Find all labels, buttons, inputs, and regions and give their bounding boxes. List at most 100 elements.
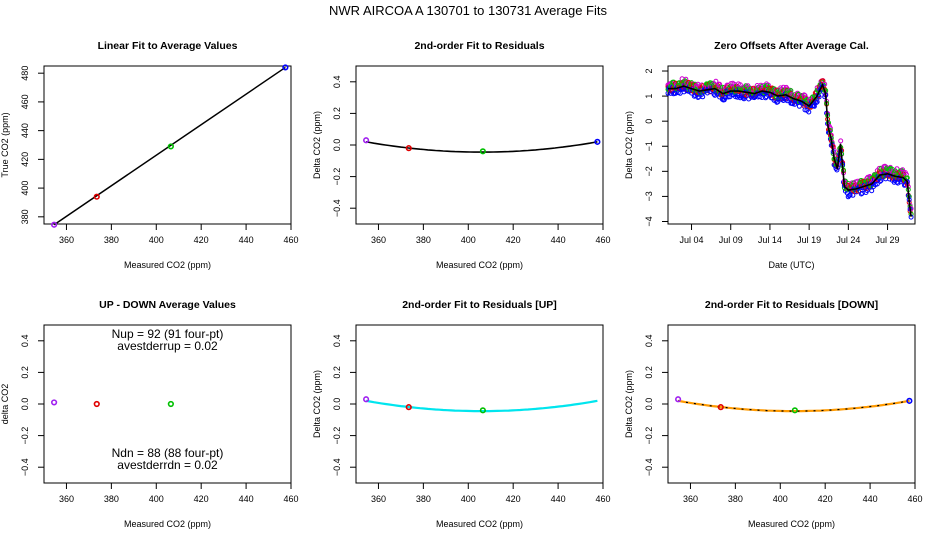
x-tick-label: 360 bbox=[59, 235, 74, 245]
offset-point-purple bbox=[900, 167, 906, 173]
y-tick-label: 0.0 bbox=[332, 139, 342, 152]
offset-point-blue bbox=[796, 103, 802, 109]
x-axis-label: Measured CO2 (ppm) bbox=[436, 519, 523, 529]
y-axis-label: Delta CO2 (ppm) bbox=[624, 111, 634, 179]
y-tick-label: −1 bbox=[644, 141, 654, 151]
x-tick-label: 360 bbox=[683, 494, 698, 504]
annotation-down-stderr: avestderrdn = 0.02 bbox=[117, 458, 218, 472]
x-tick-label: 420 bbox=[506, 235, 521, 245]
x-tick-label: 380 bbox=[104, 235, 119, 245]
plot-frame bbox=[667, 65, 916, 225]
y-tick-label: −0.4 bbox=[20, 458, 30, 476]
chart-title: 2nd-order Fit to Residuals [DOWN] bbox=[705, 299, 878, 311]
offset-point-blue bbox=[814, 99, 820, 105]
data-point-red bbox=[405, 404, 412, 411]
y-tick-label: −0.2 bbox=[332, 168, 342, 186]
data-point-green bbox=[479, 148, 486, 155]
x-tick-label: Jul 29 bbox=[876, 235, 900, 245]
fit-curve bbox=[365, 141, 598, 153]
data-point-blue bbox=[594, 138, 601, 145]
data-point-purple bbox=[51, 221, 58, 228]
x-tick-label: 460 bbox=[595, 494, 610, 504]
chart-p4: UP - DOWN Average Values Measured CO2 (pp… bbox=[0, 299, 299, 529]
annotation-up-count: Nup = 92 (91 four-pt) bbox=[112, 327, 224, 341]
chart-p6: 2nd-order Fit to Residuals [DOWN] Measure… bbox=[624, 299, 923, 529]
x-tick-label: 360 bbox=[371, 235, 386, 245]
x-tick-label: 420 bbox=[194, 494, 209, 504]
y-tick-label: 0.2 bbox=[332, 366, 342, 379]
chart-p2: 2nd-order Fit to Residuals Measured CO2 (… bbox=[312, 40, 611, 270]
fit-curve bbox=[677, 399, 910, 413]
x-tick-label: 440 bbox=[239, 235, 254, 245]
x-tick-label: 460 bbox=[907, 494, 922, 504]
x-tick-label: 440 bbox=[551, 494, 566, 504]
y-axis-label: True CO2 (ppm) bbox=[0, 112, 10, 177]
chart-p3: Zero Offsets After Average Cal. Date (UTC… bbox=[624, 40, 916, 270]
chart-p5: 2nd-order Fit to Residuals [UP] Measured … bbox=[312, 299, 611, 529]
y-tick-label: 0.4 bbox=[644, 335, 654, 348]
y-tick-label: −3 bbox=[644, 191, 654, 201]
y-tick-label: 0 bbox=[644, 119, 654, 124]
data-point-purple bbox=[363, 396, 370, 403]
offset-point-blue bbox=[811, 103, 817, 109]
offset-point-purple bbox=[713, 78, 719, 84]
y-tick-label: 460 bbox=[20, 94, 30, 109]
y-tick-label: 2 bbox=[644, 69, 654, 74]
plot-frame bbox=[355, 65, 604, 225]
x-tick-label: 440 bbox=[863, 494, 878, 504]
x-tick-label: 400 bbox=[149, 494, 164, 504]
offset-point-blue bbox=[858, 191, 864, 197]
y-axis-label: delta CO2 bbox=[0, 384, 10, 425]
x-tick-label: 380 bbox=[416, 235, 431, 245]
y-tick-label: 420 bbox=[20, 152, 30, 167]
y-tick-label: −4 bbox=[644, 216, 654, 226]
y-tick-label: 0.2 bbox=[20, 366, 30, 379]
chart-title: 2nd-order Fit to Residuals [UP] bbox=[402, 299, 557, 311]
offset-point-blue bbox=[725, 94, 731, 100]
x-tick-label: 420 bbox=[506, 494, 521, 504]
offset-point-blue bbox=[877, 178, 883, 184]
x-tick-label: 420 bbox=[194, 235, 209, 245]
x-tick-label: 380 bbox=[104, 494, 119, 504]
y-tick-label: 0.0 bbox=[644, 398, 654, 411]
x-axis-label: Measured CO2 (ppm) bbox=[748, 519, 835, 529]
chart-p1: Linear Fit to Average Values Measured CO2… bbox=[0, 40, 299, 270]
x-tick-label: 400 bbox=[773, 494, 788, 504]
y-tick-label: −0.4 bbox=[332, 199, 342, 217]
y-axis-label: Delta CO2 (ppm) bbox=[312, 370, 322, 438]
offset-point-blue bbox=[806, 109, 812, 115]
x-tick-label: 360 bbox=[371, 494, 386, 504]
plot-frame bbox=[43, 65, 292, 225]
offset-point-purple bbox=[894, 166, 900, 172]
y-tick-label: 0.0 bbox=[332, 398, 342, 411]
x-tick-label: 380 bbox=[416, 494, 431, 504]
chart-title: Linear Fit to Average Values bbox=[98, 40, 238, 52]
x-tick-label: Jul 19 bbox=[797, 235, 821, 245]
x-tick-label: 440 bbox=[239, 494, 254, 504]
fit-curve-overlay bbox=[677, 400, 910, 412]
data-point-blue bbox=[282, 64, 289, 71]
chart-title: Zero Offsets After Average Cal. bbox=[714, 40, 869, 52]
fit-line bbox=[53, 66, 286, 226]
y-tick-label: 1 bbox=[644, 94, 654, 99]
y-tick-label: −2 bbox=[644, 166, 654, 176]
data-point-red bbox=[717, 404, 724, 411]
y-tick-label: 0.4 bbox=[332, 76, 342, 89]
fit-curve bbox=[365, 399, 598, 413]
y-tick-label: −0.4 bbox=[332, 458, 342, 476]
offset-point-blue bbox=[864, 188, 870, 193]
offset-point-cloud bbox=[665, 76, 914, 220]
data-point-red bbox=[93, 400, 100, 408]
y-tick-label: −0.2 bbox=[332, 427, 342, 445]
y-tick-label: −0.4 bbox=[644, 458, 654, 476]
annotation-up-stderr: avestderrup = 0.02 bbox=[117, 339, 218, 353]
y-axis-label: Delta CO2 (ppm) bbox=[624, 370, 634, 438]
data-point-green bbox=[791, 407, 798, 414]
mean-offset-line bbox=[668, 82, 912, 217]
chart-title: UP - DOWN Average Values bbox=[99, 299, 236, 311]
data-point-red bbox=[405, 145, 412, 152]
x-tick-label: 440 bbox=[551, 235, 566, 245]
y-tick-label: 0.4 bbox=[20, 335, 30, 348]
y-tick-label: −0.2 bbox=[20, 427, 30, 445]
